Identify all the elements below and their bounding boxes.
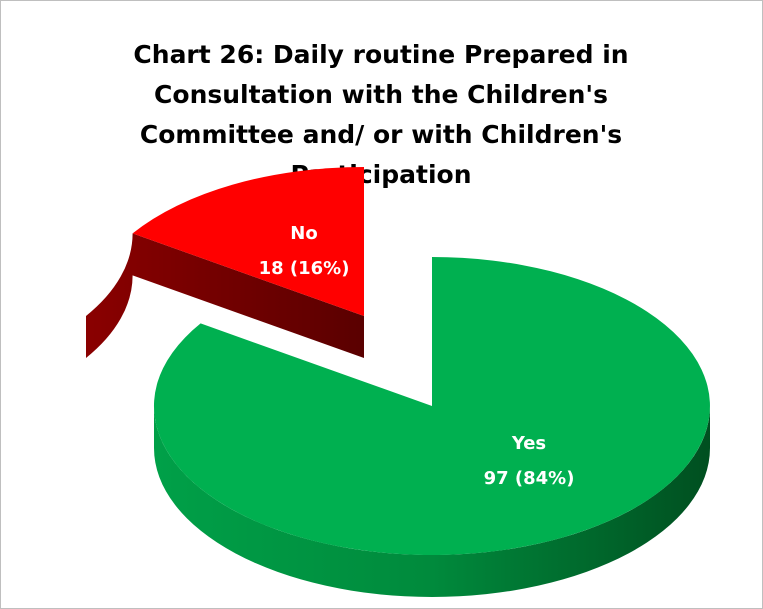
pie-slice-yes[interactable] <box>153 257 710 555</box>
pie-label-yes-value: 97 (84%) <box>484 468 575 489</box>
pie-label-yes-name: Yes <box>511 433 546 454</box>
pie-slice-no-side <box>86 233 364 358</box>
pie-label-no-value: 18 (16%) <box>259 258 350 279</box>
pie-slice-no[interactable] <box>132 166 364 316</box>
chart-title-line-3: Committee and/ or with Children's <box>139 120 623 149</box>
chart-title-line-1: Chart 26: Daily routine Prepared in <box>133 40 629 69</box>
pie-label-no-name: No <box>290 223 317 244</box>
pie-slice-yes-side <box>154 406 710 597</box>
chart-title-line-2: Consultation with the Children's <box>154 80 608 109</box>
chart-title: Chart 26: Daily routine Prepared in Cons… <box>101 35 661 195</box>
